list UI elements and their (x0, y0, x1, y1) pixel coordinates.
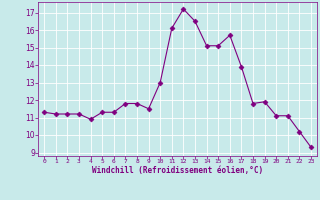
X-axis label: Windchill (Refroidissement éolien,°C): Windchill (Refroidissement éolien,°C) (92, 166, 263, 175)
